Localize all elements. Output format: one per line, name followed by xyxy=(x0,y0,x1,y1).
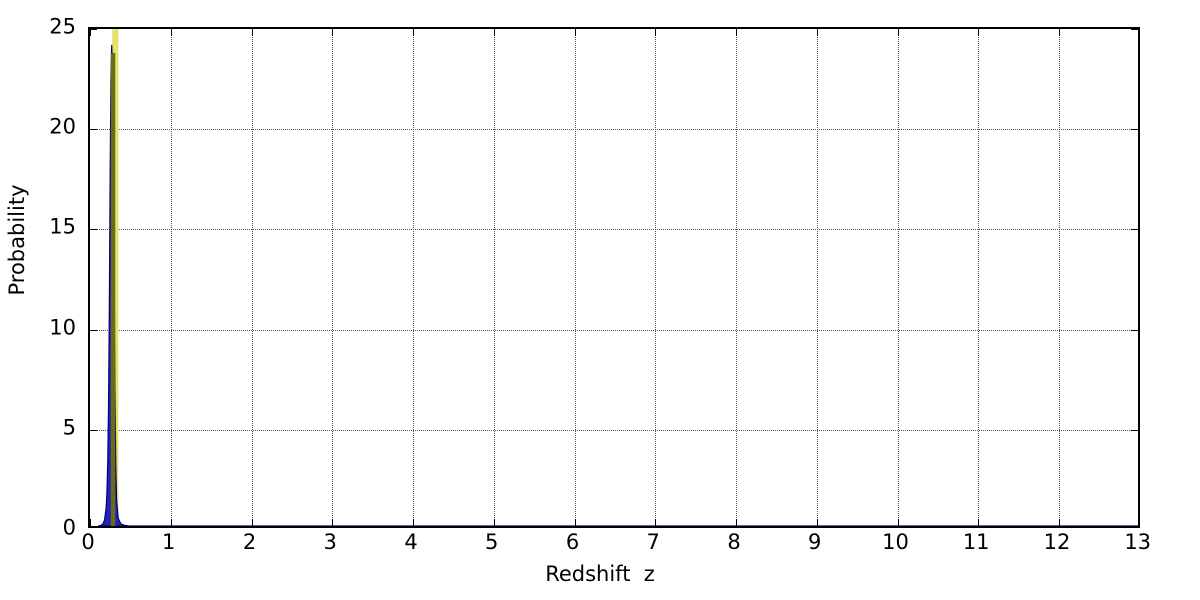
gridline-x-6 xyxy=(574,29,576,526)
yticklabel-10: 10 xyxy=(49,315,76,340)
xtick-top-5 xyxy=(493,29,495,36)
gridline-x-1 xyxy=(170,29,172,526)
xtick-top-7 xyxy=(655,29,657,36)
xtick-top-12 xyxy=(1059,29,1060,36)
gridline-x-12 xyxy=(1059,29,1060,526)
xtick-top-11 xyxy=(978,29,980,36)
y-axis-label: Probability xyxy=(5,184,29,296)
xticklabel-8: 8 xyxy=(727,530,741,554)
series-spec-z-band xyxy=(112,29,119,526)
xtick-2 xyxy=(251,519,253,526)
xticklabel-0: 0 xyxy=(81,530,95,554)
xticklabel-10: 10 xyxy=(882,530,909,554)
xticklabel-2: 2 xyxy=(242,530,257,554)
ytick-right-15 xyxy=(1131,229,1138,231)
xtick-top-1 xyxy=(170,29,172,36)
ytick-right-20 xyxy=(1131,129,1138,131)
xticklabel-13: 13 xyxy=(1124,530,1152,554)
ytick-10 xyxy=(90,329,97,331)
xtick-7 xyxy=(655,519,657,526)
gridline-x-8 xyxy=(736,29,737,526)
xtick-8 xyxy=(736,519,737,526)
ytick-5 xyxy=(90,429,97,431)
xtick-4 xyxy=(413,519,414,526)
gridline-x-5 xyxy=(493,29,495,526)
series-photo-z-fill xyxy=(97,44,1138,526)
gridline-x-11 xyxy=(978,29,980,526)
xticklabel-12: 12 xyxy=(1043,530,1071,554)
xtick-top-2 xyxy=(251,29,253,36)
gridline-y-5 xyxy=(90,429,1138,431)
yticklabel-20: 20 xyxy=(49,114,76,139)
xtick-3 xyxy=(332,519,334,526)
xticklabel-6: 6 xyxy=(565,530,580,554)
gridline-x-4 xyxy=(413,29,414,526)
xticklabel-4: 4 xyxy=(404,530,418,554)
xtick-5 xyxy=(493,519,495,526)
ytick-right-5 xyxy=(1131,429,1138,431)
xtick-top-8 xyxy=(736,29,737,36)
gridline-x-9 xyxy=(816,29,818,526)
xticklabel-7: 7 xyxy=(646,530,660,554)
ytick-right-10 xyxy=(1131,329,1138,331)
xtick-top-6 xyxy=(574,29,576,36)
xtick-1 xyxy=(170,519,172,526)
yticklabel-15: 15 xyxy=(49,214,76,239)
gridline-x-10 xyxy=(897,29,899,526)
gridline-x-7 xyxy=(655,29,657,526)
xticklabel-1: 1 xyxy=(162,530,176,554)
plot-area xyxy=(88,27,1140,528)
xtick-12 xyxy=(1059,519,1060,526)
gridline-y-10 xyxy=(90,329,1138,331)
xticklabel-9: 9 xyxy=(808,530,822,554)
gridline-x-3 xyxy=(332,29,334,526)
xtick-10 xyxy=(897,519,899,526)
x-axis-label: Redshift z xyxy=(545,562,655,586)
xtick-11 xyxy=(978,519,980,526)
xticklabel-3: 3 xyxy=(323,530,337,554)
xticklabel-11: 11 xyxy=(962,530,990,554)
xtick-top-10 xyxy=(897,29,899,36)
ytick-25 xyxy=(90,29,97,30)
yticklabel-25: 25 xyxy=(49,14,76,39)
gridline-y-20 xyxy=(90,129,1138,131)
gridline-x-2 xyxy=(251,29,253,526)
yticklabel-5: 5 xyxy=(62,415,76,440)
xticklabel-5: 5 xyxy=(485,530,499,554)
ytick-right-25 xyxy=(1131,29,1138,30)
xtick-top-3 xyxy=(332,29,334,36)
gridline-y-15 xyxy=(90,229,1138,231)
xtick-6 xyxy=(574,519,576,526)
xtick-0 xyxy=(90,519,91,526)
ytick-15 xyxy=(90,229,97,231)
xtick-top-4 xyxy=(413,29,414,36)
xtick-9 xyxy=(816,519,818,526)
yticklabel-0: 0 xyxy=(62,515,76,540)
series-layer xyxy=(90,29,1138,526)
xtick-top-0 xyxy=(90,29,91,36)
ytick-20 xyxy=(90,129,97,131)
xtick-top-9 xyxy=(816,29,818,36)
